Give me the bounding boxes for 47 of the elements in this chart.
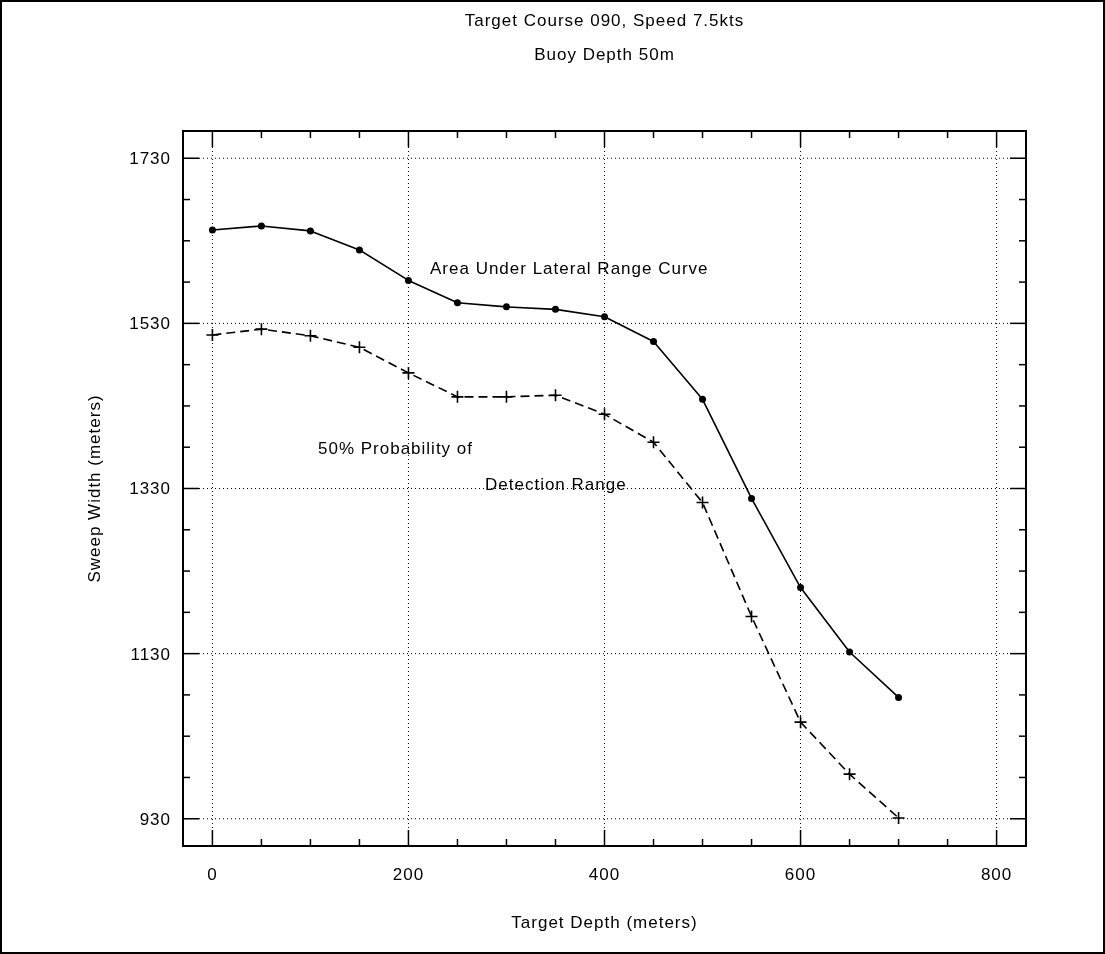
point: [695, 495, 710, 510]
chart-subtitle: Buoy Depth 50m: [534, 45, 675, 64]
y-axis-title: Sweep Width (meters): [85, 394, 104, 583]
point: [257, 222, 265, 230]
point: [450, 390, 465, 404]
point: [548, 388, 563, 402]
point: [842, 767, 857, 781]
x-axis-title: Target Depth (meters): [511, 913, 698, 932]
point: [748, 494, 756, 502]
point: [601, 313, 608, 321]
point: [306, 227, 314, 235]
annotation: Area Under Lateral Range Curve: [430, 258, 709, 278]
x-tick-label: 400: [588, 865, 621, 884]
point: [597, 407, 612, 421]
y-tick-label: 1330: [129, 479, 171, 499]
point: [551, 305, 559, 313]
point: [352, 340, 367, 355]
point: [404, 276, 412, 284]
point: [303, 328, 318, 343]
point: [502, 303, 510, 311]
point: [699, 395, 707, 403]
y-tick-label: 1730: [129, 149, 171, 169]
point: [205, 328, 220, 342]
point: [891, 811, 906, 825]
point: [401, 366, 416, 380]
y-tick-label: 1130: [130, 644, 171, 664]
point: [646, 435, 661, 450]
point: [650, 338, 658, 346]
annotation: Detection Range: [485, 474, 627, 494]
point: [499, 390, 514, 404]
point: [895, 693, 903, 701]
annotation: 50% Probability of: [318, 438, 474, 458]
point: [208, 226, 216, 234]
point: [797, 584, 805, 592]
point: [744, 609, 759, 624]
point: [453, 299, 461, 307]
x-tick-label: 600: [784, 865, 817, 884]
point: [355, 246, 363, 254]
x-tick-label: 200: [392, 865, 425, 884]
chart-title: Target Course 090, Speed 7.5kts: [464, 11, 745, 30]
point: [793, 715, 808, 729]
y-tick-label: 1530: [129, 314, 171, 334]
point: [254, 322, 269, 336]
y-tick-label: 930: [139, 809, 171, 829]
x-tick-label: 800: [980, 865, 1013, 884]
point: [846, 648, 854, 656]
x-tick-label: 0: [207, 865, 218, 884]
